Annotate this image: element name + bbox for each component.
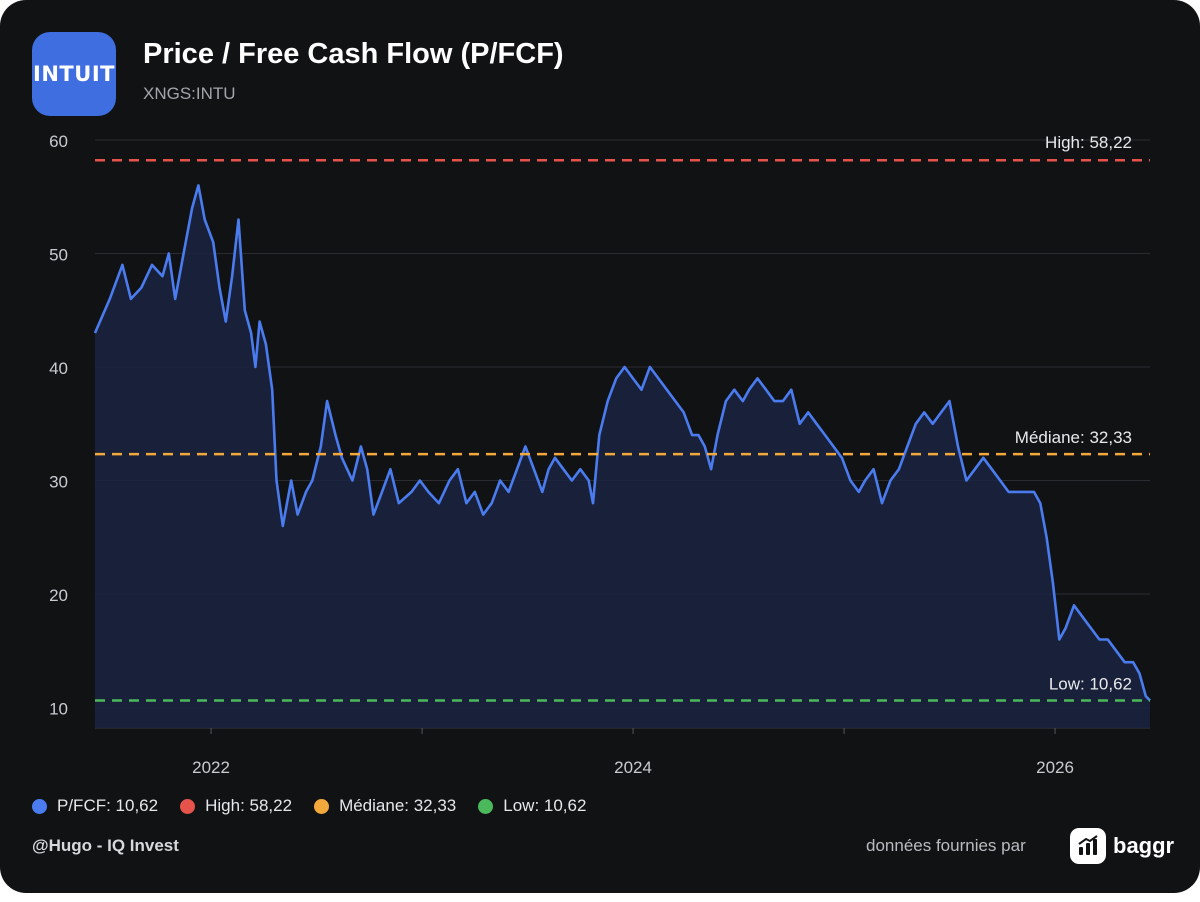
baggr-logo: baggr [1070, 828, 1174, 864]
legend-dot-icon [478, 798, 494, 814]
legend: P/FCF: 10,62 High: 58,22 Médiane: 32,33 Low… [32, 796, 608, 816]
x-tick-label: 2022 [192, 758, 230, 777]
intuit-logo: INTUIT [32, 32, 116, 116]
y-tick-label: 10 [49, 700, 68, 719]
y-tick-label: 40 [49, 359, 68, 378]
baggr-chart-icon [1070, 828, 1106, 864]
baggr-wordmark: baggr [1113, 833, 1175, 858]
chart-title: Price / Free Cash Flow (P/FCF) [143, 38, 564, 70]
legend-label: P/FCF: 10,62 [57, 796, 159, 815]
legend-item: Médiane: 32,33 [314, 796, 456, 816]
legend-label: Médiane: 32,33 [339, 796, 457, 815]
ticker-label: XNGS:INTU [143, 84, 236, 103]
legend-label: High: 58,22 [205, 796, 293, 815]
legend-item: High: 58,22 [180, 796, 292, 816]
pfcf-area [95, 185, 1150, 728]
legend-item: P/FCF: 10,62 [32, 796, 158, 816]
logo-text: INTUIT [33, 62, 115, 86]
legend-dot-icon [314, 798, 330, 814]
pfcf-line [93, 184, 1151, 702]
author-credit: @Hugo - IQ Invest [32, 836, 179, 855]
y-tick-label: 20 [49, 586, 68, 605]
legend-dot-icon [180, 798, 196, 814]
y-tick-label: 60 [49, 132, 68, 151]
y-tick-label: 50 [49, 246, 68, 265]
legend-item: Low: 10,62 [478, 796, 586, 816]
ref-label-médiane: Médiane: 32,33 [1015, 428, 1132, 447]
x-tick-label: 2024 [614, 758, 652, 777]
y-tick-label: 30 [49, 473, 68, 492]
ref-label-high: High: 58,22 [1045, 133, 1132, 152]
ref-label-low: Low: 10,62 [1049, 675, 1132, 694]
legend-dot-icon [32, 798, 47, 814]
legend-label: Low: 10,62 [503, 796, 587, 815]
x-tick-label: 2026 [1036, 758, 1074, 777]
data-credit: données fournies par [866, 836, 1026, 855]
